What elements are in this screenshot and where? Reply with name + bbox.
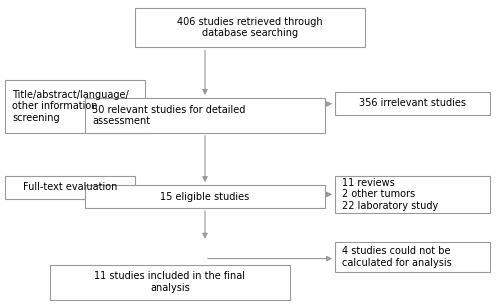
FancyBboxPatch shape [50, 265, 290, 300]
FancyBboxPatch shape [135, 8, 365, 47]
FancyBboxPatch shape [335, 176, 490, 213]
Text: Full-text evaluation: Full-text evaluation [23, 182, 117, 192]
FancyBboxPatch shape [335, 92, 490, 115]
Text: 356 irrelevant studies: 356 irrelevant studies [359, 98, 466, 108]
FancyBboxPatch shape [85, 185, 325, 208]
Text: 4 studies could not be
calculated for analysis: 4 studies could not be calculated for an… [342, 246, 452, 268]
Text: 50 relevant studies for detailed
assessment: 50 relevant studies for detailed assessm… [92, 105, 246, 126]
FancyBboxPatch shape [5, 176, 135, 199]
Text: 11 reviews
2 other tumors
22 laboratory study: 11 reviews 2 other tumors 22 laboratory … [342, 178, 439, 211]
Text: Title/abstract/language/
other information
screening: Title/abstract/language/ other informati… [12, 90, 129, 123]
Text: 15 eligible studies: 15 eligible studies [160, 192, 250, 202]
Text: 11 studies included in the final
analysis: 11 studies included in the final analysi… [94, 271, 246, 293]
FancyBboxPatch shape [335, 242, 490, 272]
FancyBboxPatch shape [5, 80, 145, 133]
FancyBboxPatch shape [85, 98, 325, 133]
Text: 406 studies retrieved through
database searching: 406 studies retrieved through database s… [177, 17, 323, 38]
